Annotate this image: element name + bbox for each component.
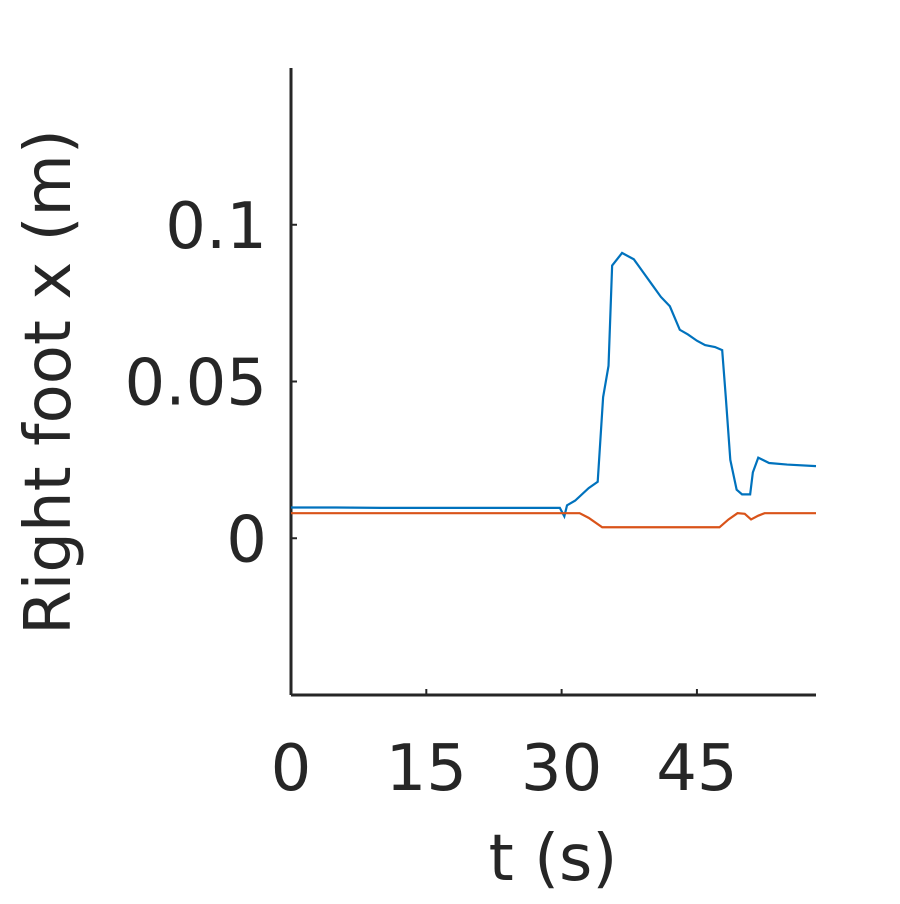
x-tick-label: 30 [521,732,602,806]
x-tick-label: 0 [271,732,312,806]
data-line [291,512,816,529]
x-axis-label: t (s) [489,822,618,896]
y-tick-label: 0 [226,503,267,577]
y-tick-label: 0.1 [165,190,267,264]
data-line [291,251,817,520]
x-tick-label: 15 [386,732,467,806]
x-tick-label: 45 [656,732,737,806]
y-tick-label: 0.05 [125,347,268,421]
y-axis-label: Right foot x (m) [12,129,86,635]
